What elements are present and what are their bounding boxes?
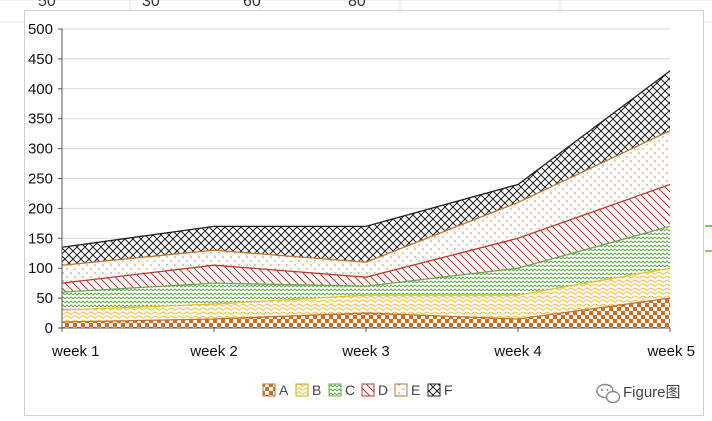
legend-swatch — [328, 383, 342, 397]
x-tick-label: week 5 — [646, 343, 695, 360]
series-lines-group — [61, 70, 671, 323]
legend-item-F[interactable]: F — [427, 382, 453, 398]
y-axis-ticks: 0 50 100 150 200 250 300 350 400 450 500 — [28, 21, 62, 337]
y-tick-label: 400 — [28, 81, 53, 98]
area-series-E[interactable] — [62, 130, 670, 284]
series-line-C — [61, 225, 671, 293]
y-tick-label: 200 — [28, 200, 53, 217]
spreadsheet-cell-1: 50 — [38, 0, 56, 10]
legend-swatch — [295, 383, 309, 397]
y-tick-label: 450 — [28, 51, 53, 68]
legend-item-B[interactable]: B — [295, 382, 321, 398]
legend-item-E[interactable]: E — [394, 382, 420, 398]
legend-label: C — [345, 382, 355, 398]
series-line-B — [61, 267, 671, 311]
x-tick-label: week 3 — [341, 343, 390, 360]
y-tick-label: 100 — [28, 260, 53, 277]
series-line-F — [61, 70, 671, 248]
series-line-D — [61, 183, 671, 284]
watermark: Figure图 — [596, 383, 681, 404]
y-tick-label: 350 — [28, 111, 53, 128]
watermark-text: Figure图 — [623, 384, 681, 401]
y-tick-label: 300 — [28, 141, 53, 158]
x-axis-ticks: week 1 week 2 week 3 week 4 week 5 — [51, 328, 695, 360]
y-tick-label: 250 — [28, 171, 53, 188]
series-line-A — [61, 297, 671, 323]
y-tick-label: 50 — [36, 290, 53, 307]
legend-item-D[interactable]: D — [361, 382, 388, 398]
area-series-D[interactable] — [62, 184, 670, 293]
y-tick-label: 500 — [28, 21, 53, 38]
legend-swatch — [361, 383, 375, 397]
wechat-icon — [596, 383, 621, 404]
legend-label: E — [411, 382, 420, 398]
legend-swatch — [394, 383, 408, 397]
y-tick-label: 0 — [45, 320, 53, 337]
y-tick-label: 150 — [28, 230, 53, 247]
spreadsheet-cell-2: 30 — [142, 0, 160, 10]
series-line-E — [61, 130, 671, 266]
legend-label: D — [378, 382, 388, 398]
x-tick-label: week 1 — [51, 343, 100, 360]
legend-label: F — [444, 382, 453, 398]
legend-label: A — [279, 382, 289, 398]
legend-label: B — [312, 382, 321, 398]
legend-item-C[interactable]: C — [328, 382, 355, 398]
legend-swatch — [427, 383, 441, 397]
chart-area[interactable]: 0 50 100 150 200 250 300 350 400 450 500 week 1 wee… — [24, 10, 704, 416]
area-series-C[interactable] — [62, 226, 670, 311]
area-series-group — [62, 70, 670, 328]
x-tick-label: week 2 — [189, 343, 238, 360]
spreadsheet-cell-4: 80 — [348, 0, 366, 10]
x-tick-label: week 4 — [493, 343, 542, 360]
spreadsheet-cell-3: 60 — [243, 0, 261, 10]
legend-item-A[interactable]: A — [262, 382, 289, 398]
legend-swatch — [262, 383, 276, 397]
legend: A B C D E F — [262, 382, 453, 398]
